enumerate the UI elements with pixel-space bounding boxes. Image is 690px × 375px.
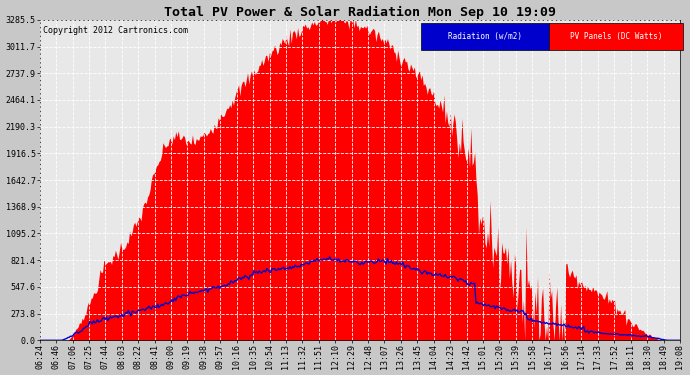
FancyBboxPatch shape (421, 23, 549, 50)
Title: Total PV Power & Solar Radiation Mon Sep 10 19:09: Total PV Power & Solar Radiation Mon Sep… (164, 6, 556, 19)
Text: Radiation (w/m2): Radiation (w/m2) (448, 32, 522, 41)
Text: PV Panels (DC Watts): PV Panels (DC Watts) (570, 32, 662, 41)
FancyBboxPatch shape (549, 23, 683, 50)
Text: Copyright 2012 Cartronics.com: Copyright 2012 Cartronics.com (43, 26, 188, 35)
